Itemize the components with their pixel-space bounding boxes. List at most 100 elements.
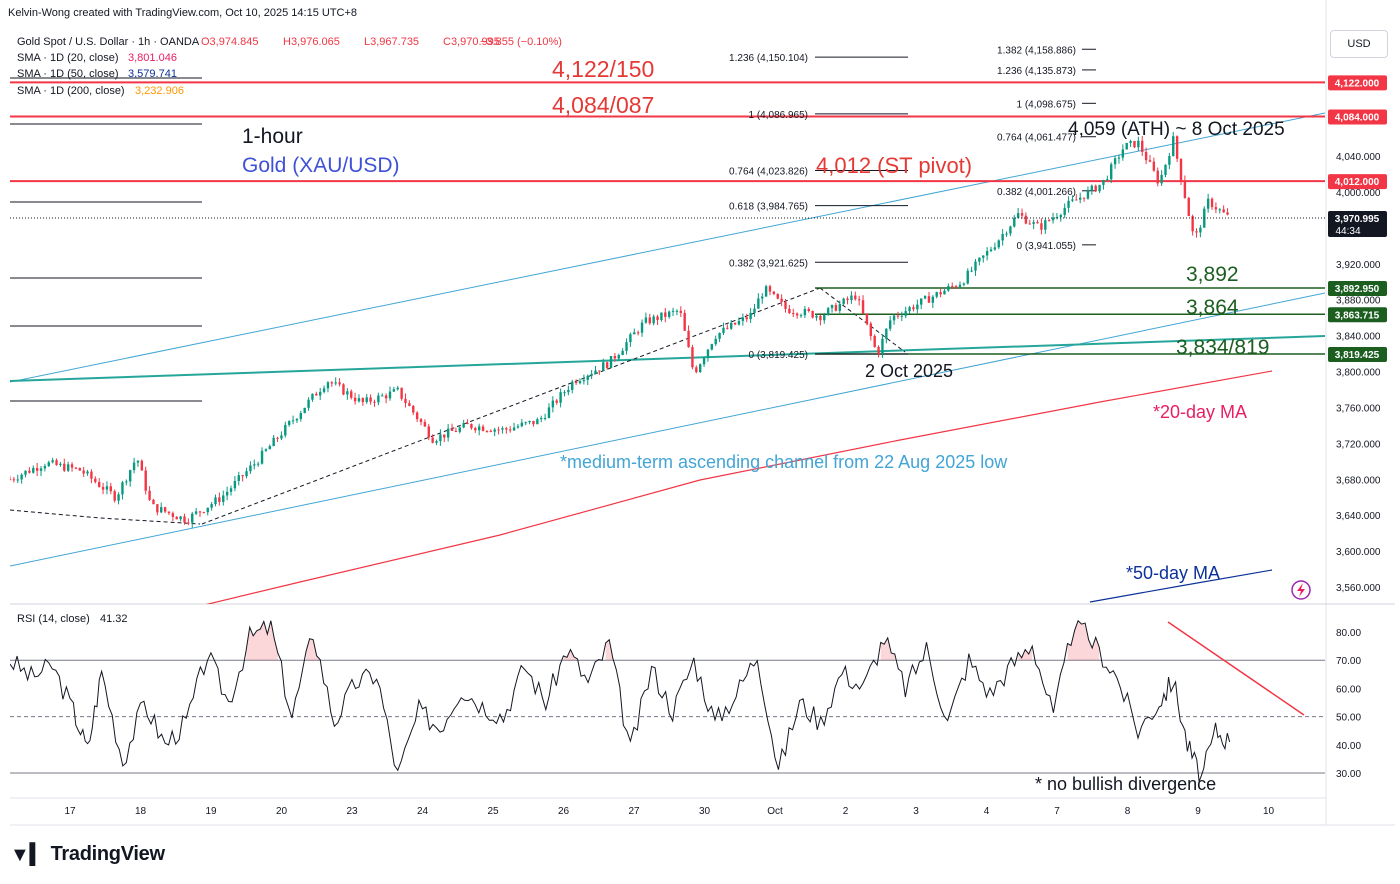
candle-body bbox=[361, 398, 365, 403]
candle-body bbox=[20, 474, 23, 480]
candle-body bbox=[1094, 185, 1097, 192]
time-tick-label: 4 bbox=[984, 806, 990, 817]
candle-body bbox=[559, 392, 562, 403]
fib-dashed-1 bbox=[10, 509, 201, 525]
time-tick-label: 30 bbox=[699, 806, 711, 817]
candle-body bbox=[319, 391, 322, 396]
candle-body bbox=[621, 350, 624, 356]
price-tag-label: 4,122.000 bbox=[1335, 78, 1380, 89]
resistance-top-label: 4,122/150 bbox=[552, 56, 654, 82]
rsi-axis[interactable]: 30.00 40.00 50.00 60.00 70.00 80.00 bbox=[1336, 628, 1361, 780]
candle-body bbox=[404, 398, 407, 404]
candle-body bbox=[857, 299, 861, 301]
candle-body bbox=[1044, 220, 1047, 230]
rsi-overbought-fill bbox=[891, 652, 895, 661]
price-tag-countdown: 44:34 bbox=[1335, 226, 1360, 237]
rsi-panel[interactable] bbox=[10, 619, 1325, 782]
candle-body bbox=[982, 255, 985, 258]
tradingview-logo-text: TradingView bbox=[50, 843, 165, 865]
currency-button[interactable]: USD bbox=[1330, 30, 1388, 58]
candle-body bbox=[702, 358, 706, 365]
time-tick-label: 9 bbox=[1195, 806, 1201, 817]
candle-body bbox=[1020, 213, 1024, 216]
candle-body bbox=[916, 304, 919, 310]
candle-body bbox=[63, 463, 66, 471]
candle-body bbox=[636, 332, 640, 334]
key-levels[interactable] bbox=[10, 81, 1325, 355]
candle-body bbox=[86, 471, 89, 474]
candle-body bbox=[892, 315, 896, 321]
rsi-overbought-fill bbox=[563, 655, 567, 661]
rsi-overbought-fill bbox=[1095, 637, 1100, 661]
candle-body bbox=[532, 420, 535, 425]
candle-body bbox=[908, 307, 911, 312]
candle-body bbox=[148, 490, 151, 500]
candle-body bbox=[1055, 217, 1059, 219]
trendlines[interactable] bbox=[10, 112, 1325, 606]
candle-body bbox=[489, 430, 493, 432]
candle-body bbox=[194, 511, 198, 514]
price-tick-label: 4,040.000 bbox=[1336, 152, 1381, 163]
candle-body bbox=[35, 468, 39, 471]
fib-level-label: 0.382 (3,921.625) bbox=[729, 258, 808, 269]
time-tick-label: 2 bbox=[843, 806, 849, 817]
candle-body bbox=[698, 364, 702, 373]
candle-body bbox=[1133, 140, 1136, 148]
ma20-line bbox=[205, 370, 1273, 604]
rsi-downtrend-line[interactable] bbox=[1167, 621, 1305, 716]
sma50-label: SMA · 1D (50, close) bbox=[17, 68, 118, 80]
candle-body bbox=[280, 435, 283, 439]
candle-body bbox=[954, 286, 958, 288]
candle-body bbox=[396, 387, 399, 390]
candle-body bbox=[1191, 216, 1194, 232]
candle-body bbox=[733, 322, 737, 325]
candle-body bbox=[431, 437, 434, 443]
candle-body bbox=[807, 308, 810, 312]
candle-body bbox=[237, 475, 240, 481]
candle-body bbox=[505, 428, 508, 430]
candle-body bbox=[512, 427, 516, 431]
candle-body bbox=[1071, 199, 1074, 201]
candle-body bbox=[927, 296, 931, 303]
candle-body bbox=[55, 460, 58, 465]
time-axis[interactable]: 17 18 19 20 23 24 25 26 27 30 Oct 2 3 4 7 8 9 10 bbox=[64, 806, 1274, 817]
candle-body bbox=[958, 284, 962, 287]
candle-body bbox=[617, 355, 620, 359]
candle-body bbox=[1187, 197, 1190, 217]
candle-body bbox=[1016, 213, 1020, 218]
candle-body bbox=[842, 298, 845, 304]
candle-body bbox=[1210, 198, 1214, 208]
candle-body bbox=[74, 467, 78, 469]
time-tick-label: 20 bbox=[276, 806, 288, 817]
candle-body bbox=[253, 464, 256, 466]
candle-body bbox=[272, 437, 275, 447]
candle-body bbox=[1005, 233, 1008, 235]
fibonacci-levels[interactable]: 1.236 (4,150.104) 1 (4,086.965) 0.764 (4,0… bbox=[729, 45, 1096, 361]
candle-body bbox=[419, 419, 423, 423]
candle-body bbox=[970, 270, 973, 272]
price-tag bbox=[1328, 75, 1387, 91]
candle-body bbox=[485, 430, 489, 432]
fib-level-label: 1 (4,098.675) bbox=[1017, 99, 1077, 110]
candle-body bbox=[229, 488, 233, 492]
rsi-overbought-fill bbox=[270, 620, 275, 661]
candle-body bbox=[113, 491, 116, 501]
time-tick-label: 17 bbox=[64, 806, 76, 817]
price-axis[interactable]: 3,560.000 3,600.000 3,640.000 3,680.000 3,72… bbox=[1336, 152, 1381, 594]
candle-body bbox=[904, 311, 907, 316]
lightning-icon[interactable] bbox=[1291, 580, 1311, 600]
header-legend: Gold Spot / U.S. Dollar · 1h · OANDA O3,… bbox=[17, 36, 562, 97]
tradingview-logo[interactable]: ▼▍ TradingView bbox=[10, 842, 165, 867]
candle-body bbox=[342, 384, 345, 395]
rsi-overbought-fill bbox=[1074, 620, 1079, 661]
candle-body bbox=[850, 295, 853, 301]
candle-body bbox=[268, 446, 271, 450]
candle-body bbox=[466, 423, 469, 425]
candle-body bbox=[633, 332, 636, 335]
candle-body bbox=[726, 327, 729, 329]
candle-body bbox=[605, 362, 609, 368]
ath-label: 4,059 (ATH) ~ 8 Oct 2025 bbox=[1068, 119, 1285, 140]
candle-body bbox=[772, 291, 776, 295]
candle-body bbox=[156, 504, 159, 513]
